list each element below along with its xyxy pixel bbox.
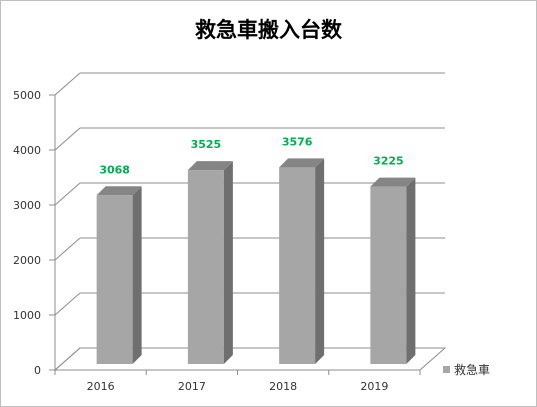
bar-top <box>187 161 233 171</box>
y-tick-label: 0 <box>34 364 41 377</box>
bar <box>370 186 407 364</box>
gridline-diagonal <box>54 182 81 206</box>
bar-side <box>223 161 233 364</box>
legend-swatch <box>443 366 450 373</box>
bar <box>279 167 316 364</box>
gridline-diagonal <box>54 72 81 96</box>
y-tick-label: 3000 <box>13 199 41 212</box>
bars <box>96 158 416 364</box>
x-tick-label: 2016 <box>87 380 115 393</box>
x-tick-label: 2019 <box>360 380 388 393</box>
y-tick-label: 4000 <box>13 144 41 157</box>
y-tick-label: 1000 <box>13 309 41 322</box>
gridline-diagonal <box>54 347 81 371</box>
gridline-diagonal <box>54 237 81 261</box>
bar-top <box>279 158 325 168</box>
x-tick-label: 2017 <box>178 380 206 393</box>
bar-side <box>315 158 325 364</box>
data-label: 3068 <box>99 163 130 176</box>
data-label: 3525 <box>191 138 222 151</box>
bar-side <box>406 177 416 364</box>
bar <box>187 170 224 364</box>
bar-top <box>96 186 142 196</box>
bar-top <box>370 177 416 187</box>
legend: 救急車 <box>443 361 490 378</box>
chart-title: 救急車搬入台数 <box>195 18 342 42</box>
data-label: 3225 <box>373 155 404 168</box>
gridline-diagonal <box>54 292 81 316</box>
y-tick-label: 5000 <box>13 89 41 102</box>
y-axis: 0 1000 2000 3000 4000 5000 <box>13 89 55 377</box>
bar-side <box>132 186 142 364</box>
data-label: 3576 <box>282 135 313 148</box>
x-axis: 2016 2017 2018 2019 <box>54 370 421 393</box>
gridline-diagonal <box>54 127 81 151</box>
y-tick-label: 2000 <box>13 254 41 267</box>
x-tick-label: 2018 <box>269 380 297 393</box>
bar <box>96 195 133 364</box>
legend-label: 救急車 <box>454 363 491 377</box>
data-labels: 3068 3525 3576 3225 <box>99 135 403 176</box>
